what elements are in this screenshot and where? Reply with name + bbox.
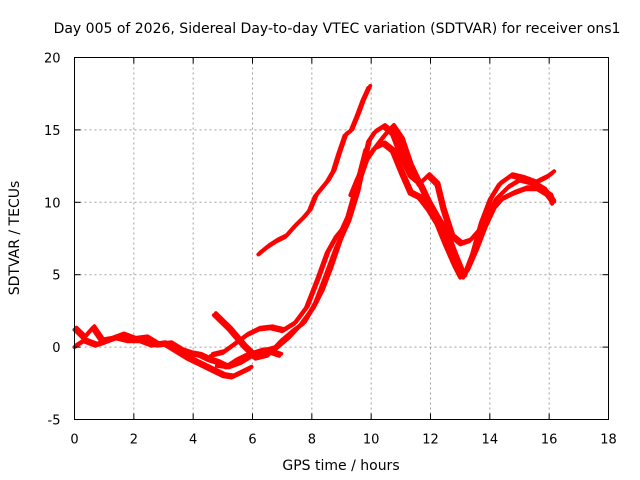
y-tick-label: -5 — [48, 414, 61, 429]
series-line-track-4 — [214, 142, 555, 370]
grid-lines — [74, 57, 609, 420]
data-series-group — [72, 83, 557, 380]
x-tick-label: 12 — [422, 433, 439, 448]
y-tick-label: 0 — [52, 341, 60, 356]
x-tick-label: 10 — [363, 433, 380, 448]
y-tick-label: 10 — [44, 196, 61, 211]
x-tick-label: 14 — [482, 433, 499, 448]
series-line-track-5 — [211, 125, 555, 361]
x-tick-label: 16 — [541, 433, 558, 448]
series-marker-trail — [350, 123, 557, 245]
series-marker-trail — [258, 83, 373, 255]
x-tick-label: 4 — [189, 433, 197, 448]
y-tick-label: 15 — [44, 124, 61, 139]
series-marker-trail — [74, 334, 254, 378]
series-marker-trail — [213, 123, 557, 359]
x-tick-label: 18 — [600, 433, 617, 448]
series-marker-trail — [216, 140, 557, 368]
series-marker-trail — [211, 146, 370, 356]
y-tick-label: 5 — [52, 269, 60, 284]
y-tick-label: 20 — [44, 52, 61, 67]
chart-title: Day 005 of 2026, Sidereal Day-to-day VTE… — [54, 21, 621, 37]
x-tick-label: 8 — [308, 433, 316, 448]
y-axis-label: SDTVAR / TECUs — [7, 181, 23, 296]
plot-frame — [74, 57, 609, 420]
axis-ticks: 0 2 4 6 8 10 12 14 16 18 -5 0 5 10 15 20 — [44, 52, 617, 448]
x-tick-label: 0 — [70, 433, 78, 448]
series-line-track-6 — [256, 85, 371, 257]
x-axis-label: GPS time / hours — [282, 458, 399, 474]
x-tick-label: 6 — [248, 433, 256, 448]
x-tick-label: 2 — [130, 433, 138, 448]
